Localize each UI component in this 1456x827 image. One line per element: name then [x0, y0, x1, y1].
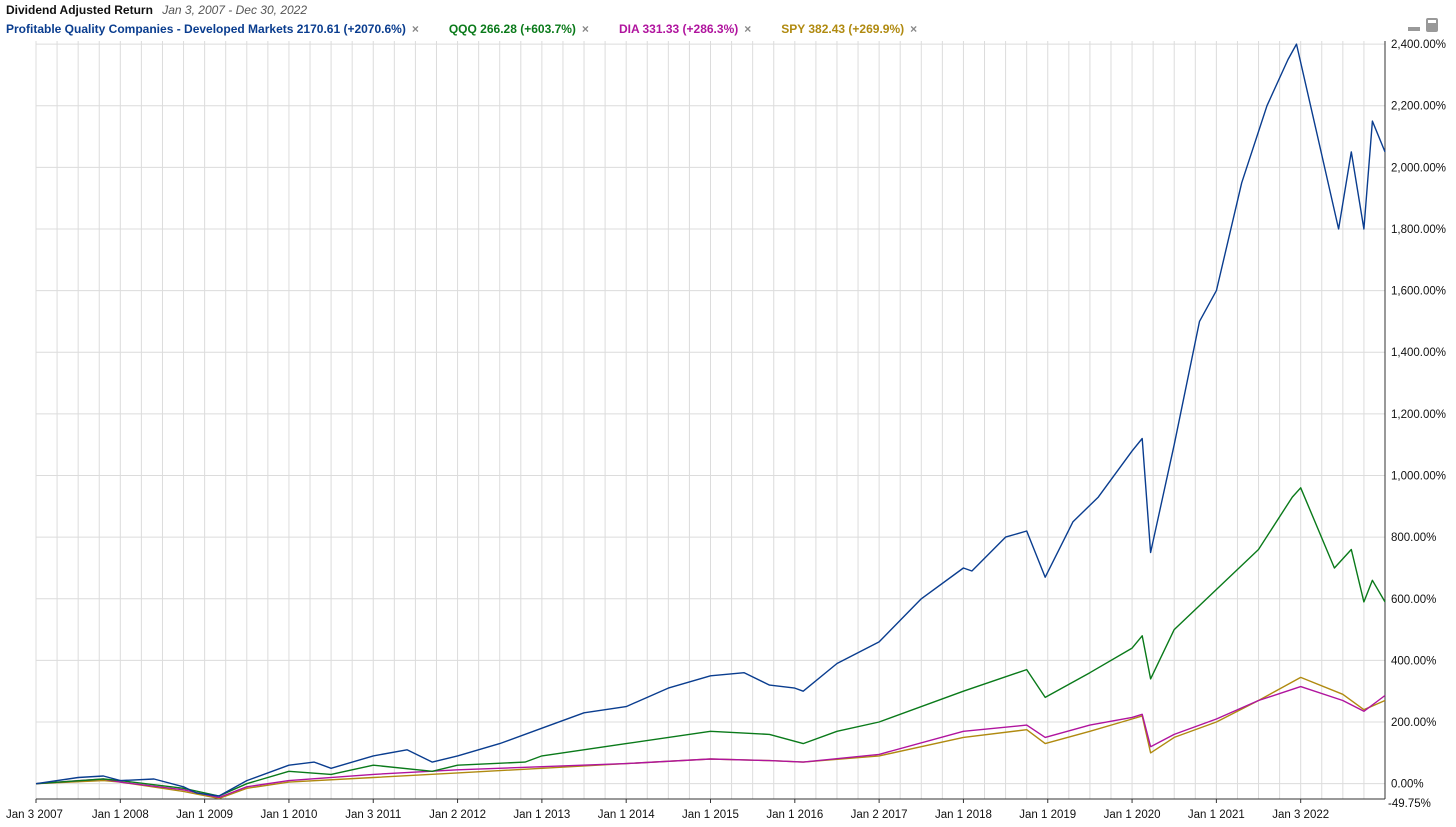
y-tick-label: 1,800.00% — [1391, 224, 1446, 236]
x-tick-label: Jan 3 2007 — [6, 809, 63, 821]
legend-label: SPY 382.43 (+269.9%) — [781, 22, 905, 36]
close-icon[interactable]: × — [581, 22, 589, 36]
legend-item-1[interactable]: QQQ 266.28 (+603.7%) × — [449, 22, 589, 36]
title-row: Dividend Adjusted Return Jan 3, 2007 - D… — [6, 3, 307, 17]
minimize-icon[interactable] — [1408, 27, 1420, 31]
calculator-icon[interactable] — [1426, 18, 1438, 32]
x-tick-label: Jan 1 2008 — [92, 809, 149, 821]
y-tick-label: 2,400.00% — [1391, 39, 1446, 51]
axes — [35, 41, 1386, 803]
x-tick-label: Jan 2 2012 — [429, 809, 486, 821]
date-range: Jan 3, 2007 - Dec 30, 2022 — [162, 3, 308, 17]
legend-label: Profitable Quality Companies - Developed… — [6, 22, 406, 36]
y-tick-label: 600.00% — [1391, 594, 1436, 606]
y-tick-label: 0.00% — [1391, 779, 1424, 791]
x-tick-label: Jan 1 2010 — [260, 809, 317, 821]
y-tick-label: 1,000.00% — [1391, 471, 1446, 483]
x-tick-label: Jan 1 2019 — [1019, 809, 1076, 821]
series-layer — [35, 43, 1386, 800]
window-controls — [1408, 18, 1438, 32]
y-tick-label: 1,400.00% — [1391, 347, 1446, 359]
y-tick-label: 1,200.00% — [1391, 409, 1446, 421]
x-axis-labels: Jan 3 2007 Jan 1 2008 Jan 1 2009 Jan 1 2010… — [6, 809, 1329, 821]
series-line-dia — [35, 685, 1386, 799]
series-line-profitable-quality-companies-developed-markets — [35, 43, 1386, 797]
series-line-qqq — [35, 487, 1386, 797]
legend-item-0[interactable]: Profitable Quality Companies - Developed… — [6, 22, 419, 36]
x-tick-label: Jan 1 2021 — [1188, 809, 1245, 821]
horizontal-grid — [36, 43, 1385, 785]
y-tick-label: 2,200.00% — [1391, 101, 1446, 113]
legend-label: DIA 331.33 (+286.3%) — [618, 22, 739, 36]
y-tick-label: 1,600.00% — [1391, 286, 1446, 298]
x-tick-label: Jan 1 2015 — [682, 809, 739, 821]
chart-header: Dividend Adjusted Return Jan 3, 2007 - D… — [0, 0, 1456, 40]
legend-label: QQQ 266.28 (+603.7%) — [448, 22, 576, 36]
x-tick-label: Jan 1 2009 — [176, 809, 233, 821]
y-tick-label: 200.00% — [1391, 717, 1436, 729]
x-tick-label: Jan 1 2020 — [1104, 809, 1161, 821]
x-tick-label: Jan 3 2022 — [1272, 809, 1329, 821]
x-tick-label: Jan 3 2011 — [345, 809, 401, 821]
series-line-spy — [35, 676, 1386, 800]
close-icon[interactable]: × — [910, 22, 918, 36]
close-icon[interactable]: × — [744, 22, 752, 36]
x-tick-label: Jan 1 2016 — [766, 809, 823, 821]
close-icon[interactable]: × — [411, 22, 419, 36]
y-tick-label: 800.00% — [1391, 532, 1436, 544]
y-min-label: -49.75% — [1388, 798, 1431, 810]
y-tick-label: 400.00% — [1391, 655, 1436, 667]
y-tick-label: 2,000.00% — [1391, 162, 1446, 174]
y-axis-labels: 0.00% 200.00% 400.00% 600.00% 800.00% 1,000.0… — [1388, 39, 1446, 810]
vertical-grid — [35, 41, 1386, 799]
x-tick-label: Jan 1 2013 — [513, 809, 570, 821]
legend-item-3[interactable]: SPY 382.43 (+269.9%) × — [781, 22, 917, 36]
legend: Profitable Quality Companies - Developed… — [6, 22, 947, 36]
x-tick-label: Jan 1 2018 — [935, 809, 992, 821]
chart-title: Dividend Adjusted Return — [6, 3, 153, 17]
legend-item-2[interactable]: DIA 331.33 (+286.3%) × — [619, 22, 751, 36]
x-tick-label: Jan 1 2014 — [598, 809, 656, 821]
x-tick-label: Jan 2 2017 — [851, 809, 908, 821]
